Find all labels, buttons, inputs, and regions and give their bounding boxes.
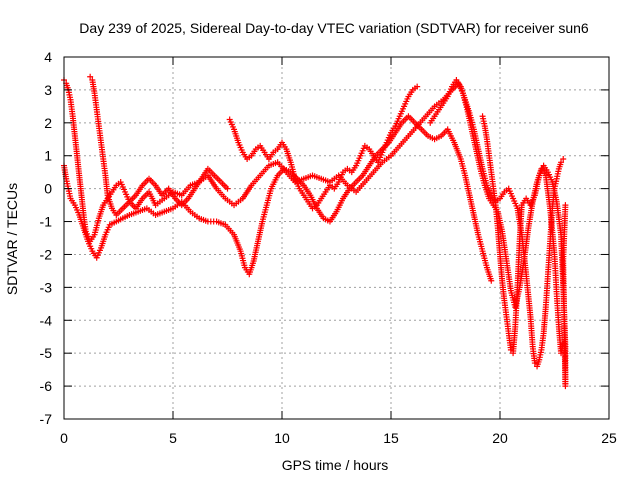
y-tick-label: -7 [40, 411, 53, 427]
y-tick-label: -6 [40, 378, 53, 394]
plot-frame [63, 56, 610, 420]
data-point [562, 202, 569, 209]
y-tick-label: -3 [40, 279, 53, 295]
x-tick-label: 15 [383, 430, 399, 446]
y-tick-label: 3 [44, 82, 52, 98]
data-marks [61, 73, 569, 390]
x-tick-label: 10 [274, 430, 290, 446]
y-axis-label: SDTVAR / TECUs [4, 183, 20, 295]
data-point [224, 185, 231, 192]
x-tick-label: 0 [60, 430, 68, 446]
data-point [531, 360, 538, 367]
y-tick-label: -2 [40, 246, 53, 262]
data-point [560, 156, 567, 163]
y-tick-label: -1 [40, 214, 53, 230]
x-tick-label: 20 [492, 430, 508, 446]
chart-title: Day 239 of 2025, Sidereal Day-to-day VTE… [79, 20, 589, 36]
y-tick-label: 2 [44, 115, 52, 131]
y-tick-label: -5 [40, 345, 53, 361]
x-axis-label: GPS time / hours [282, 457, 389, 473]
tick-labels: 0 5 10 15 20 25 -7 -6 -5 -4 -3 -2 -1 0 1 2 3 4 [40, 49, 617, 446]
y-tick-label: -4 [40, 312, 53, 328]
x-tick-label: 5 [169, 430, 177, 446]
x-tick-label: 25 [601, 430, 617, 446]
data-point [488, 277, 495, 284]
y-tick-label: 4 [44, 49, 52, 65]
grid-lines [64, 57, 609, 419]
data-point [414, 83, 421, 90]
axis-ticks [63, 56, 610, 420]
y-tick-label: 0 [44, 181, 52, 197]
data-point [558, 159, 565, 166]
data-point [87, 73, 94, 80]
y-tick-label: 1 [44, 148, 52, 164]
